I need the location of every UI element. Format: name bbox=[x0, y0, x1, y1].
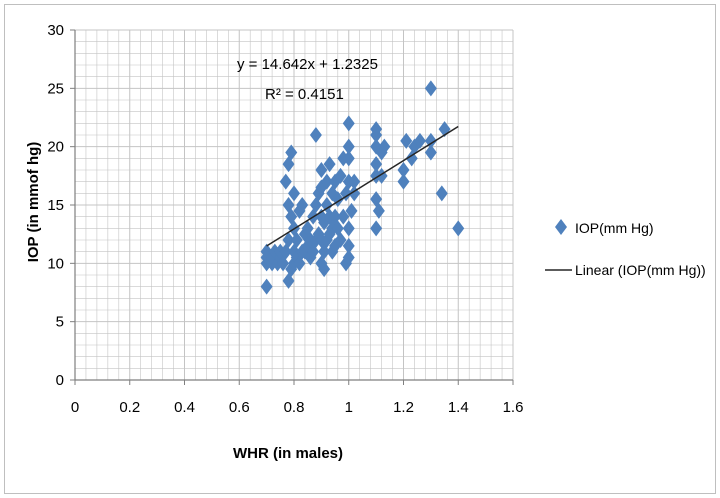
data-point bbox=[282, 156, 295, 173]
data-point bbox=[370, 191, 383, 208]
data-point bbox=[282, 197, 295, 213]
trendline-layer bbox=[266, 125, 459, 247]
x-tick-label: 0.4 bbox=[174, 399, 195, 416]
data-point bbox=[307, 243, 320, 260]
y-tick-label: 25 bbox=[47, 80, 64, 97]
data-point bbox=[320, 173, 333, 190]
legend-trendline-label: Linear (IOP(mm Hg)) bbox=[575, 262, 706, 278]
data-point bbox=[372, 202, 385, 219]
legend: IOP(mm Hg) Linear (IOP(mm Hg)) bbox=[545, 219, 706, 278]
x-tick-label: 0.6 bbox=[229, 399, 250, 416]
x-tick-label: 1.2 bbox=[393, 399, 414, 416]
data-point bbox=[288, 185, 300, 202]
data-point bbox=[337, 208, 350, 225]
data-point bbox=[260, 278, 273, 295]
x-tick-label: 1.6 bbox=[503, 399, 524, 416]
y-tick-label: 10 bbox=[47, 255, 64, 272]
data-point bbox=[345, 202, 358, 219]
data-point bbox=[318, 261, 331, 278]
data-point bbox=[331, 220, 344, 237]
data-points bbox=[260, 80, 465, 295]
data-point bbox=[285, 208, 298, 225]
data-point bbox=[318, 243, 331, 260]
data-point bbox=[400, 132, 413, 149]
y-tick-label: 20 bbox=[47, 139, 64, 156]
trendline bbox=[266, 125, 459, 247]
data-point bbox=[342, 150, 355, 167]
data-point bbox=[309, 127, 322, 143]
data-point bbox=[277, 255, 290, 272]
data-point bbox=[435, 185, 448, 202]
data-point bbox=[370, 121, 383, 138]
legend-marker-diamond bbox=[555, 219, 567, 235]
legend-series-label: IOP(mm Hg) bbox=[575, 220, 654, 236]
y-tick-label: 5 bbox=[56, 314, 64, 331]
data-point bbox=[296, 197, 309, 213]
data-point bbox=[378, 138, 391, 155]
data-point bbox=[452, 220, 465, 237]
data-point bbox=[315, 162, 328, 178]
y-tick-labels: 0 5 10 15 20 25 30 bbox=[47, 22, 64, 389]
data-point bbox=[285, 144, 298, 161]
data-point bbox=[320, 197, 333, 213]
data-point bbox=[342, 115, 355, 132]
data-point bbox=[424, 144, 437, 161]
data-point bbox=[397, 162, 410, 178]
data-point bbox=[334, 232, 347, 248]
data-point bbox=[424, 80, 437, 97]
x-tick-label: 1.4 bbox=[448, 399, 469, 416]
data-point bbox=[370, 220, 383, 237]
x-tick-label: 1 bbox=[345, 399, 353, 416]
data-point bbox=[279, 243, 292, 260]
data-point bbox=[323, 156, 336, 173]
data-point bbox=[342, 249, 355, 266]
x-tick-label: 0 bbox=[71, 399, 79, 416]
axes bbox=[70, 29, 514, 385]
data-point bbox=[293, 255, 306, 272]
y-tick-label: 30 bbox=[47, 22, 64, 39]
data-point bbox=[301, 220, 314, 237]
y-axis-title: IOP (in mmof hg) bbox=[25, 142, 42, 263]
data-point bbox=[282, 272, 295, 289]
data-point bbox=[413, 132, 426, 149]
trendline-equation: y = 14.642x + 1.2325 bbox=[237, 56, 378, 73]
x-axis-title: WHR (in males) bbox=[233, 445, 343, 462]
data-point bbox=[348, 173, 361, 190]
data-point bbox=[329, 208, 342, 225]
data-point bbox=[342, 138, 355, 155]
x-tick-label: 0.8 bbox=[284, 399, 305, 416]
data-point bbox=[342, 237, 355, 254]
data-point bbox=[309, 197, 322, 213]
data-point bbox=[334, 167, 347, 184]
x-tick-labels: 0 0.2 0.4 0.6 0.8 1 1.2 1.4 1.6 bbox=[71, 399, 524, 416]
x-tick-label: 0.2 bbox=[119, 399, 140, 416]
data-point bbox=[279, 173, 292, 190]
data-point bbox=[342, 220, 355, 237]
data-point bbox=[340, 185, 353, 202]
y-tick-label: 15 bbox=[47, 197, 64, 214]
data-point bbox=[290, 232, 303, 248]
data-point bbox=[282, 232, 295, 248]
data-point bbox=[370, 156, 383, 173]
trendline-r-squared: R² = 0.4151 bbox=[265, 86, 344, 103]
data-point bbox=[397, 173, 410, 190]
y-tick-label: 0 bbox=[56, 372, 64, 389]
